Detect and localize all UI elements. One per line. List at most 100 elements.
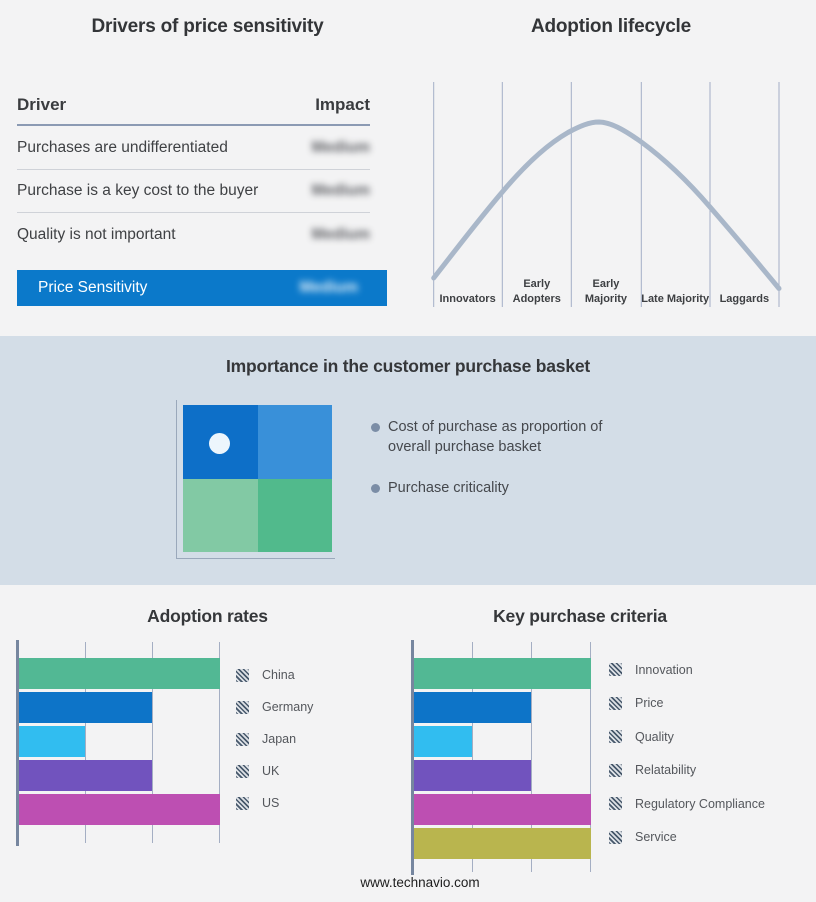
y-axis-line [16, 640, 19, 846]
stage-label: Innovators [439, 292, 496, 305]
legend-label: Germany [262, 700, 314, 714]
grid-line [84, 642, 86, 843]
bar-germany [19, 692, 153, 723]
legend-item: Quality [609, 720, 765, 754]
lifecycle-stage-labels: Innovators Early Adopters Early Majority La… [433, 270, 779, 306]
legend-item: Innovation [609, 653, 765, 687]
bar-regulatory-compliance [414, 794, 591, 825]
legend-label: Relatability [635, 763, 697, 778]
key-purchase-criteria-chart [411, 640, 591, 875]
quadrant-matrix [183, 405, 332, 552]
key-purchase-criteria-title: Key purchase criteria [493, 606, 667, 626]
hatch-swatch-icon [236, 732, 249, 746]
table-row: Purchases are undifferentiated Medium [17, 127, 370, 170]
legend-label: Price [635, 696, 664, 711]
legend-item: Germany [236, 691, 313, 723]
bar-innovation [414, 658, 591, 689]
driver-cell: Purchase is a key cost to the buyer [17, 182, 259, 199]
hatch-swatch-icon [609, 797, 622, 811]
lifecycle-chart [431, 82, 782, 307]
quadrant-bottom-left [183, 478, 258, 552]
impact-cell: Medium [311, 182, 370, 199]
highlight-driver-cell: Price Sensitivity [38, 279, 148, 296]
footer-url: www.technavio.com [360, 875, 480, 890]
bullet-text: Purchase criticality [388, 480, 509, 496]
quadrant-axes [176, 400, 335, 559]
lifecycle-panel-title: Adoption lifecycle [530, 16, 692, 37]
legend-item: Regulatory Compliance [609, 787, 765, 821]
grid-line [590, 642, 591, 872]
legend-label: Service [635, 830, 677, 845]
drivers-table-body: Purchases are undifferentiated Medium Purc… [17, 127, 370, 256]
stage-label: Laggards [719, 292, 770, 305]
lifecycle-gridlines [433, 82, 780, 307]
legend-item: UK [236, 755, 313, 787]
grid-line [152, 642, 154, 843]
bullet-text: Cost of purchase as proportion of overal… [388, 419, 603, 455]
adoption-rates-title: Adoption rates [147, 606, 268, 626]
hatch-swatch-icon [609, 663, 622, 677]
adoption-rates-chart [16, 640, 220, 846]
bar-service [414, 828, 591, 859]
stage-label: Early Adopters [512, 278, 561, 305]
legend-label: Japan [262, 732, 297, 746]
bullet-dot-icon [371, 484, 380, 493]
highlight-impact-cell: Medium [299, 279, 358, 296]
stage-label: Late Majority [641, 292, 710, 305]
legend-item: Price [609, 687, 765, 721]
legend-label: US [262, 796, 280, 810]
impact-cell: Medium [311, 225, 370, 243]
legend-item: Japan [236, 723, 313, 755]
grid-line [471, 642, 473, 872]
drivers-table-header: Driver Impact [17, 88, 370, 126]
hatch-swatch-icon [236, 796, 249, 810]
hatch-swatch-icon [609, 730, 622, 744]
hatch-swatch-icon [236, 764, 249, 778]
grid-line [219, 642, 220, 843]
position-dot-icon [209, 433, 230, 454]
bar-china [19, 658, 220, 689]
y-axis-line [411, 640, 414, 875]
legend-item: Relatability [609, 754, 765, 788]
hatch-swatch-icon [609, 696, 622, 710]
bar-japan [19, 726, 85, 757]
impact-column-header: Impact [315, 95, 370, 114]
table-row: Purchase is a key cost to the buyer Mediu… [17, 170, 370, 213]
legend-item: Service [609, 821, 765, 855]
driver-cell: Quality is not important [17, 225, 176, 243]
driver-column-header: Driver [17, 95, 67, 114]
quadrant-bottom-right [257, 478, 332, 552]
bar-uk [19, 760, 153, 791]
hatch-swatch-icon [609, 763, 622, 777]
legend-label: Innovation [635, 662, 693, 677]
legend-item: US [236, 787, 313, 819]
hatch-swatch-icon [236, 700, 249, 714]
impact-cell: Medium [311, 139, 370, 156]
hatch-swatch-icon [609, 830, 622, 844]
hatch-swatch-icon [236, 668, 249, 682]
basket-bullet-1: Cost of purchase as proportion of overal… [371, 418, 651, 457]
quadrant-top-right [257, 405, 332, 479]
bar-us [19, 794, 220, 825]
table-row: Quality is not important Medium [17, 213, 370, 256]
legend-label: China [262, 668, 295, 682]
basket-bullet-2: Purchase criticality [371, 479, 651, 499]
lifecycle-curve [431, 119, 782, 291]
quadrant-top-left [183, 405, 258, 479]
stage-label: Early Majority [584, 278, 628, 305]
drivers-panel-title: Drivers of price sensitivity [91, 16, 324, 37]
grid-line [531, 642, 533, 872]
basket-panel-title: Importance in the customer purchase bask… [225, 356, 591, 376]
legend-label: Regulatory Compliance [635, 796, 765, 811]
key-purchase-criteria-legend: Innovation Price Quality Relatability Regula… [609, 653, 765, 854]
bar-quality [414, 726, 472, 757]
bar-price [414, 692, 532, 723]
purchase-basket-band [0, 336, 816, 585]
adoption-rates-legend: China Germany Japan UK US [236, 659, 313, 819]
bar-relatability [414, 760, 532, 791]
driver-cell: Purchases are undifferentiated [17, 139, 228, 156]
legend-label: Quality [635, 729, 674, 744]
legend-label: UK [262, 764, 280, 778]
bullet-dot-icon [371, 423, 380, 432]
